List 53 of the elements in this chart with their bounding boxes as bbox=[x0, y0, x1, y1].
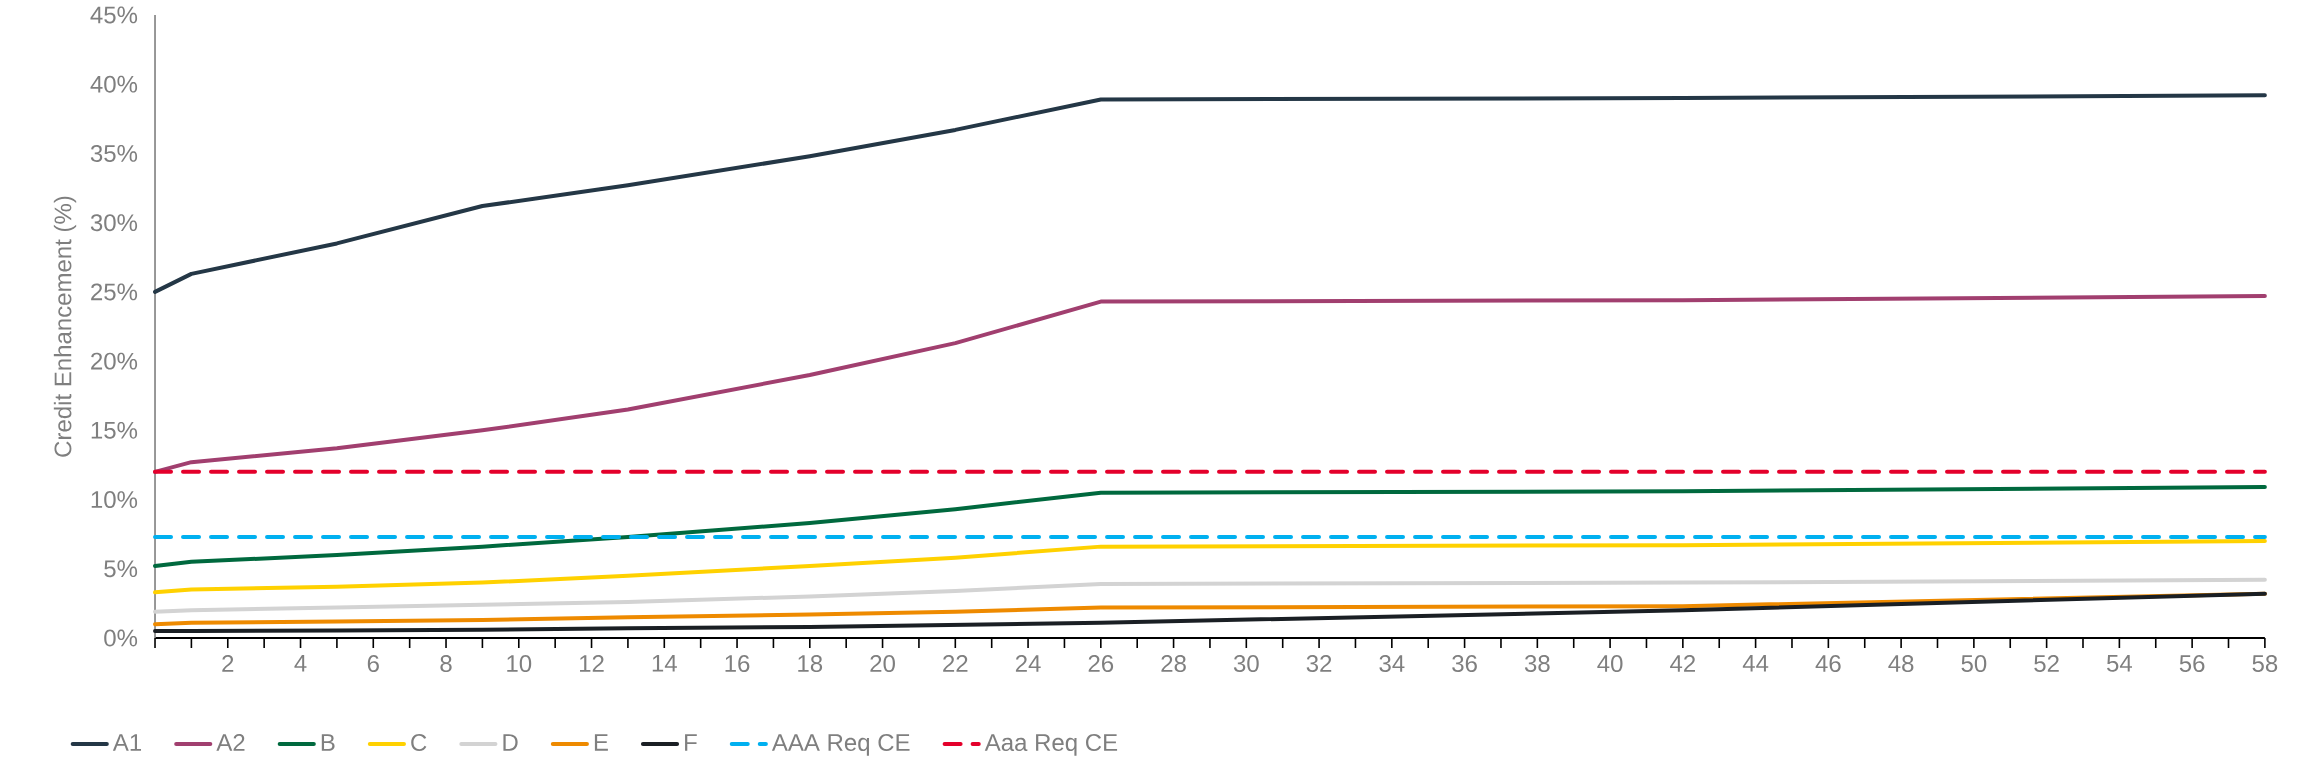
x-tick-label: 42 bbox=[1670, 655, 1695, 672]
x-tick-label: 38 bbox=[1524, 655, 1550, 673]
x-tick-label: 30 bbox=[1233, 655, 1259, 673]
y-tick-label: 0% bbox=[104, 629, 138, 647]
x-tick-label: 34 bbox=[1379, 655, 1405, 673]
x-tick-label: 26 bbox=[1088, 655, 1114, 673]
x-tick-label: 44 bbox=[1742, 655, 1769, 672]
y-tick-label: 35% bbox=[90, 144, 138, 162]
legend-label: B bbox=[321, 734, 335, 751]
y-axis-title: Credit Enhancement (%) bbox=[53, 196, 77, 457]
x-tick-label: 56 bbox=[2179, 655, 2205, 673]
x-tick-label: 28 bbox=[1161, 655, 1186, 673]
line-series bbox=[153, 485, 2267, 569]
x-tick-label: 40 bbox=[1597, 655, 1623, 673]
x-tick-label: 58 bbox=[2252, 655, 2278, 673]
x-tick-label: 16 bbox=[725, 655, 750, 673]
y-tick-label: 40% bbox=[90, 75, 138, 93]
legend-label: A2 bbox=[216, 734, 245, 751]
x-tick-label: 2 bbox=[222, 655, 234, 672]
line-series bbox=[153, 577, 2267, 614]
x-tick-label: 14 bbox=[652, 655, 677, 672]
line-series bbox=[153, 93, 2267, 294]
x-tick-label: 18 bbox=[798, 655, 823, 673]
x-tick-label: 46 bbox=[1815, 655, 1841, 673]
x-tick-label: 22 bbox=[943, 655, 968, 672]
x-tick-label: 48 bbox=[1888, 655, 1914, 673]
y-tick-label: 30% bbox=[90, 214, 138, 232]
y-tick-label: 5% bbox=[104, 560, 138, 578]
x-tick-label: 52 bbox=[2034, 655, 2059, 673]
x-tick-label: 6 bbox=[367, 655, 379, 673]
x-tick-label: 12 bbox=[580, 655, 604, 672]
x-tick-label: 32 bbox=[1306, 655, 1332, 673]
legend-label: C bbox=[411, 734, 427, 752]
x-tick-label: 24 bbox=[1015, 655, 1041, 672]
x-tick-label: 10 bbox=[507, 655, 532, 673]
y-tick-label: 10% bbox=[91, 491, 138, 509]
x-tick-label: 20 bbox=[870, 655, 895, 673]
y-tick-label: 15% bbox=[91, 421, 138, 439]
legend-label: Aaa Req CE bbox=[984, 734, 1118, 756]
legend-label: AAA Req CE bbox=[771, 734, 910, 756]
y-tick-label: 45% bbox=[90, 6, 138, 24]
x-tick-label: 50 bbox=[1961, 655, 1987, 673]
x-tick-label: 8 bbox=[440, 655, 452, 673]
y-tick-label: 25% bbox=[91, 283, 138, 301]
x-tick-label: 54 bbox=[2107, 655, 2133, 672]
x-tick-label: 36 bbox=[1452, 655, 1477, 673]
y-tick-label: 20% bbox=[91, 352, 138, 370]
legend-label: E bbox=[594, 734, 608, 751]
legend-label: A1 bbox=[112, 734, 142, 751]
legend-label: F bbox=[685, 734, 697, 751]
line-series bbox=[153, 539, 2267, 595]
x-tick-label: 4 bbox=[294, 655, 307, 672]
legend-label: D bbox=[503, 734, 518, 751]
